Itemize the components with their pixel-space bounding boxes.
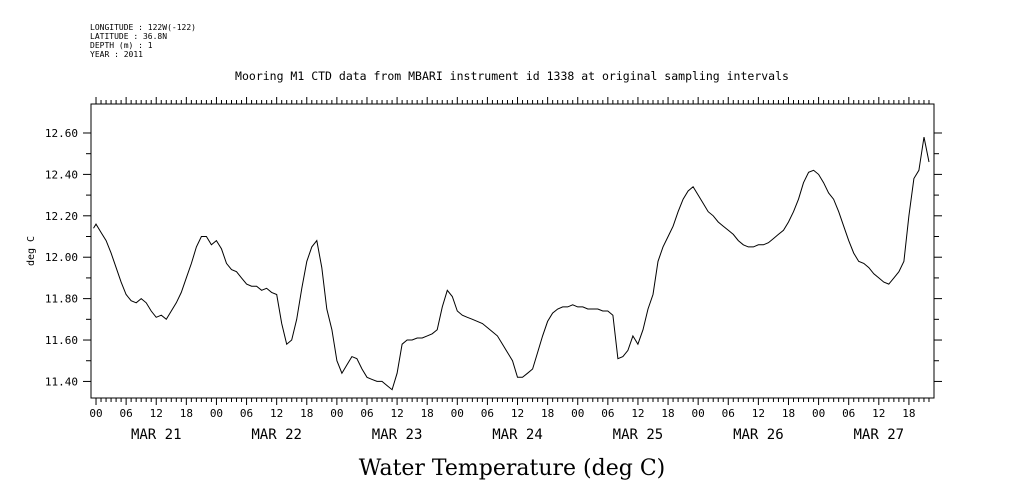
hour-label: 18 — [541, 407, 554, 420]
y-tick-label: 12.40 — [45, 168, 78, 181]
y-tick-label: 12.00 — [45, 251, 78, 264]
y-tick-label: 12.20 — [45, 210, 78, 223]
chart-title: Mooring M1 CTD data from MBARI instrumen… — [235, 69, 789, 83]
hour-label: 00 — [571, 407, 584, 420]
hour-label: 12 — [752, 407, 765, 420]
x-axis — [95, 97, 930, 405]
hour-label: 12 — [511, 407, 524, 420]
meta-latitude: LATITUDE : 36.8N — [90, 32, 167, 41]
hour-label: 18 — [782, 407, 795, 420]
hour-label: 00 — [812, 407, 825, 420]
hour-label: 00 — [451, 407, 464, 420]
meta-info: LONGITUDE : 122W(-122) LATITUDE : 36.8N … — [90, 23, 196, 59]
hour-label: 06 — [240, 407, 253, 420]
day-label: MAR 22 — [251, 427, 302, 443]
hour-label: 00 — [210, 407, 223, 420]
y-axis-label: deg C — [26, 236, 37, 266]
hour-label: 00 — [89, 407, 102, 420]
y-tick-label: 11.80 — [45, 293, 78, 306]
hour-label: 06 — [360, 407, 373, 420]
x-tick-labels: 00 06 12 18 00 06 12 18 00 06 12 18 00 06 12 18 00 06 12 18… — [89, 407, 915, 443]
hour-label: 06 — [601, 407, 614, 420]
hour-label: 18 — [902, 407, 915, 420]
meta-year: YEAR : 2011 — [90, 50, 143, 59]
hour-label: 12 — [150, 407, 163, 420]
hour-label: 18 — [661, 407, 674, 420]
y-tick-label: 11.40 — [45, 375, 78, 388]
hour-label: 18 — [300, 407, 313, 420]
day-label: MAR 24 — [492, 427, 543, 443]
day-label: MAR 21 — [131, 427, 182, 443]
day-label: MAR 26 — [733, 427, 784, 443]
hour-label: 18 — [421, 407, 434, 420]
hour-label: 00 — [330, 407, 343, 420]
hour-label: 06 — [120, 407, 133, 420]
hour-label: 06 — [722, 407, 735, 420]
meta-longitude: LONGITUDE : 122W(-122) — [90, 23, 196, 32]
y-axis: 11.40 11.60 11.80 12.00 12.20 12.40 12.60 — [45, 127, 942, 388]
series-line — [93, 137, 930, 391]
plot-frame — [90, 103, 935, 399]
hour-label: 12 — [631, 407, 644, 420]
day-label: MAR 23 — [372, 427, 423, 443]
y-tick-label: 11.60 — [45, 334, 78, 347]
hour-label: 18 — [180, 407, 193, 420]
hour-label: 06 — [842, 407, 855, 420]
hour-label: 12 — [390, 407, 403, 420]
hour-label: 12 — [270, 407, 283, 420]
day-label: MAR 27 — [854, 427, 905, 443]
x-axis-label: Water Temperature (deg C) — [359, 456, 666, 481]
hour-label: 06 — [481, 407, 494, 420]
meta-depth: DEPTH (m) : 1 — [90, 41, 153, 50]
hour-label: 12 — [872, 407, 885, 420]
day-label: MAR 25 — [613, 427, 664, 443]
hour-label: 00 — [692, 407, 705, 420]
y-tick-label: 12.60 — [45, 127, 78, 140]
